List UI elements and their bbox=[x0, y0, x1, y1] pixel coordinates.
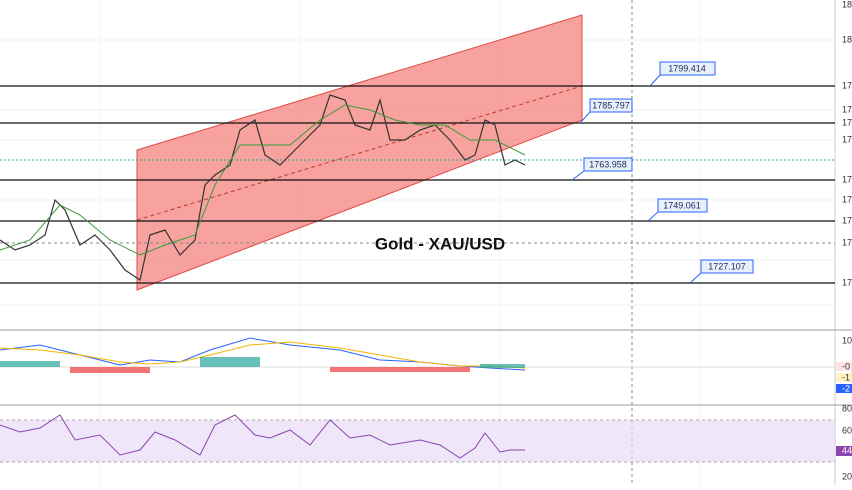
axis-tag bbox=[836, 373, 852, 382]
axis-label: -1 bbox=[842, 372, 850, 382]
axis-label: 10 bbox=[842, 335, 852, 345]
chart-title: Gold - XAU/USD bbox=[375, 234, 505, 253]
axis-label: 60 bbox=[842, 425, 852, 435]
axis-tag bbox=[836, 446, 852, 456]
level-label: 1799.414 bbox=[668, 63, 706, 73]
channel-midline bbox=[136, 85, 583, 221]
level-label: 1749.061 bbox=[663, 200, 701, 210]
axis-label: 17 bbox=[842, 237, 852, 247]
axis-label: 18 bbox=[842, 34, 852, 44]
level-label: 1727.107 bbox=[708, 261, 746, 271]
axis-label: 17 bbox=[842, 277, 852, 287]
level-label: 1763.958 bbox=[589, 159, 627, 169]
axis-label: 17 bbox=[842, 215, 852, 225]
level-label: 1785.797 bbox=[592, 100, 630, 110]
axis-label: 17 bbox=[842, 134, 852, 144]
axis-label: -0 bbox=[842, 361, 850, 371]
macd-histogram bbox=[0, 361, 60, 367]
moving-average bbox=[0, 104, 526, 256]
axis-label: 20 bbox=[842, 471, 852, 481]
macd-histogram bbox=[70, 367, 150, 373]
axis-tag bbox=[836, 362, 852, 371]
axis-label: 17 bbox=[842, 117, 852, 127]
rsi-line bbox=[0, 414, 525, 459]
axis-label: 18 bbox=[842, 0, 852, 9]
signal-line bbox=[0, 341, 526, 369]
price-path bbox=[0, 94, 526, 281]
axis-label: 17 bbox=[842, 104, 852, 114]
axis-label: 44 bbox=[842, 445, 852, 455]
axis-label: 17 bbox=[842, 174, 852, 184]
macd-histogram bbox=[200, 357, 260, 367]
macd-histogram bbox=[330, 367, 470, 372]
axis-label: 17 bbox=[842, 80, 852, 90]
axis-label: 17 bbox=[842, 194, 852, 204]
macd-line bbox=[0, 337, 526, 371]
axis-tag bbox=[836, 384, 852, 393]
axis-label: -2 bbox=[842, 383, 850, 393]
macd-histogram bbox=[480, 364, 525, 368]
rsi-band bbox=[0, 420, 835, 462]
axis-label: 80 bbox=[842, 403, 852, 413]
